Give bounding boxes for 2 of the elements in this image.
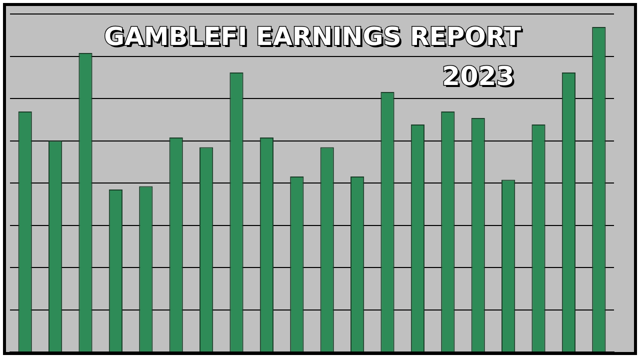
text: 2023: [442, 62, 514, 92]
chart-title: GAMBLEFI EARNINGS REPORT: [104, 22, 522, 51]
